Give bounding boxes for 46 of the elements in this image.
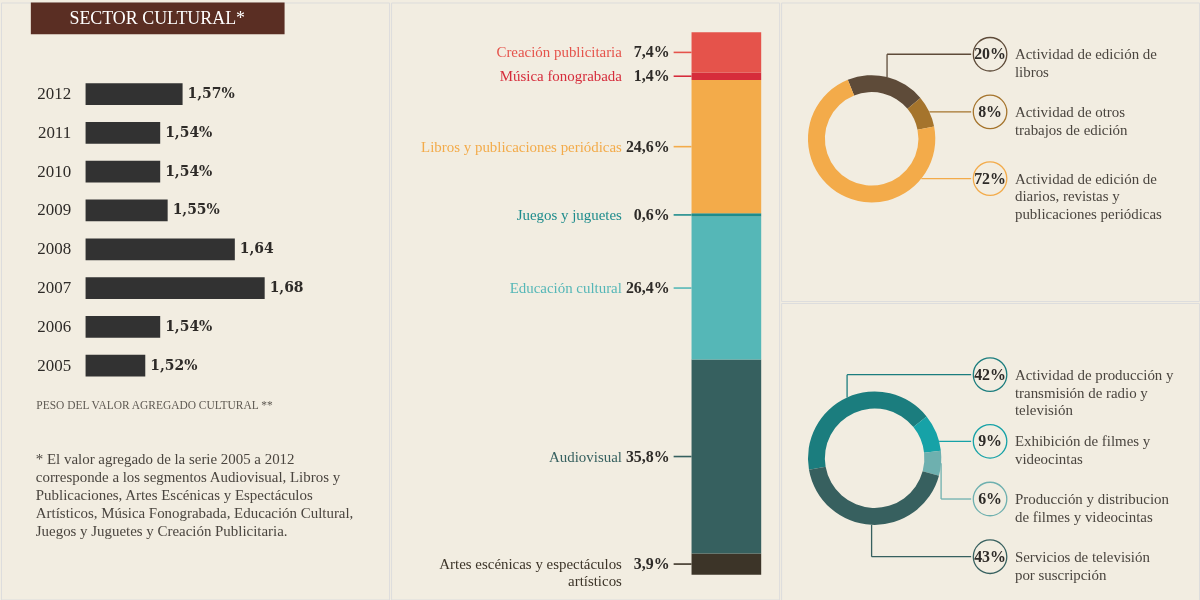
y-tick-label: 2007: [37, 278, 72, 298]
y-tick-label: 2012: [37, 84, 72, 104]
data-label: 1,55%: [172, 201, 220, 218]
text: Artes escénicas y espectáculos artísticos: [439, 556, 623, 589]
data-label: 26,4%: [625, 279, 670, 297]
data-label: 1,54%: [165, 317, 213, 334]
legend-label: Actividad de edición de libros: [1014, 46, 1158, 81]
y-tick-label: 2009: [37, 200, 72, 220]
y-tick-label: 2005: [37, 355, 72, 375]
data-label: 35,8%: [625, 447, 670, 465]
legend-label: Actividad de otros trabajos de edición: [1014, 103, 1129, 138]
data-label: 42%: [974, 365, 1006, 383]
y-tick-label: 2006: [37, 316, 72, 336]
data-label: 43%: [974, 547, 1006, 565]
legend-label: Actividad de producción y transmisión de radio y televisión: [1014, 366, 1175, 419]
text: Libros y publicaciones periódicas: [421, 138, 623, 155]
legend-label: Servicios de televisión por suscripción: [1014, 548, 1151, 583]
legend-label: Producción y distribucion de filmes y videocintas: [1014, 490, 1170, 525]
y-tick-label: 2008: [37, 239, 72, 259]
data-label: 9%: [978, 432, 1002, 450]
data-label: 1,68: [269, 279, 304, 296]
data-label: 1,4%: [633, 67, 670, 85]
data-label: 7,4%: [633, 43, 670, 61]
data-label: 1,64: [239, 240, 275, 257]
text: Educación cultural: [509, 280, 622, 297]
data-label: 20%: [974, 45, 1006, 63]
text: * El valor agregado de la serie 2005 a 2012 corresponde a los segmentos Audiovisual, Libros y Publicaciones, Artes Escénicas y Espectáculos Artísticos, Música Fonograbada, Educación Cultural, Juegos y Juguetes y Creación Publicitaria.: [35, 451, 354, 539]
legend-label: Actividad de edición de diarios, revistas y publicaciones periódicas: [1014, 170, 1163, 223]
x-axis-title: PESO DEL VALOR AGREGADO CULTURAL **: [36, 398, 273, 411]
text: Audiovisual: [549, 448, 622, 465]
chart-title: SECTOR CULTURAL*: [69, 8, 246, 29]
data-label: 1,54%: [165, 123, 213, 140]
text: Música fonograbada: [499, 68, 623, 85]
y-tick-label: 2011: [37, 122, 72, 142]
data-label: 0,6%: [633, 205, 670, 223]
text: Juegos y juguetes: [516, 206, 623, 223]
data-label: 8%: [978, 102, 1002, 120]
y-tick-label: 2010: [37, 161, 72, 181]
data-label: 1,52%: [150, 356, 198, 373]
legend-label: Exhibición de filmes y videocintas: [1014, 433, 1151, 468]
data-label: 72%: [974, 169, 1006, 187]
data-label: 24,6%: [625, 137, 670, 155]
data-label: 3,9%: [633, 555, 670, 573]
data-label: 1,54%: [165, 162, 213, 179]
data-label: 1,57%: [187, 85, 235, 102]
text: Creación publicitaria: [496, 44, 623, 61]
